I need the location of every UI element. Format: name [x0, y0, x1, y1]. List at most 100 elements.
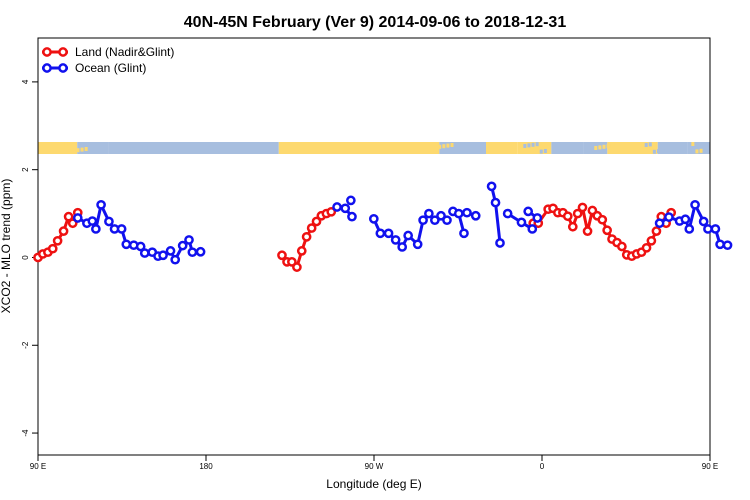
band-segment: [108, 142, 279, 154]
data-point: [383, 228, 394, 239]
data-point: [165, 246, 176, 256]
data-point: [187, 247, 198, 258]
data-point: [139, 248, 150, 258]
band-speckle: [539, 149, 543, 154]
data-point: [430, 215, 440, 226]
data-point: [502, 208, 513, 219]
band-speckle: [535, 142, 539, 147]
data-point: [462, 207, 472, 218]
chart-title: 40N-45N February (Ver 9) 2014-09-06 to 2…: [184, 14, 567, 31]
data-point: [684, 224, 695, 234]
band-speckle: [699, 148, 703, 153]
data-point: [577, 202, 588, 213]
data-point: [158, 250, 168, 261]
data-point: [375, 228, 386, 239]
band-speckle: [434, 145, 438, 150]
band-speckle: [543, 149, 547, 153]
land-ocean-band: [38, 142, 710, 154]
band-segment: [439, 142, 486, 154]
data-point: [177, 240, 188, 251]
data-point: [306, 223, 317, 233]
band-speckle: [84, 147, 88, 151]
data-point: [495, 238, 505, 248]
data-point: [690, 199, 700, 210]
x-tick-label: 90 E: [30, 462, 46, 471]
band-speckle: [602, 144, 606, 149]
data-point: [641, 242, 652, 253]
band-speckle: [598, 145, 602, 150]
legend-marker: [42, 63, 52, 73]
band-speckle: [68, 149, 72, 154]
band-speckle: [76, 148, 80, 153]
data-point: [47, 243, 58, 254]
data-point: [698, 216, 709, 227]
data-point: [403, 230, 414, 241]
data-point: [617, 241, 627, 252]
legend-marker: [42, 47, 52, 57]
data-point: [562, 211, 573, 222]
x-tick-label: 0: [540, 462, 545, 471]
data-point: [116, 224, 127, 234]
data-point: [58, 226, 69, 236]
band-speckle: [438, 144, 442, 149]
band-speckle: [446, 143, 450, 148]
data-point: [301, 231, 312, 242]
data-point: [490, 197, 501, 208]
data-point: [121, 239, 132, 250]
band-speckle: [131, 147, 135, 152]
data-point: [453, 208, 464, 219]
data-point: [680, 214, 691, 225]
x-axis-label: Longitude (deg E): [326, 477, 421, 491]
data-point: [442, 215, 452, 226]
legend-label: Ocean (Glint): [75, 61, 146, 75]
band-speckle: [523, 144, 527, 148]
data-point: [87, 216, 98, 226]
band-speckle: [127, 148, 131, 152]
band-speckle: [450, 143, 454, 147]
data-point: [91, 224, 101, 234]
data-point: [195, 246, 206, 257]
data-point: [418, 215, 428, 226]
data-point: [340, 203, 351, 214]
x-tick-label: 90 W: [365, 462, 384, 471]
data-point: [184, 235, 194, 245]
data-point: [486, 181, 497, 192]
data-point: [96, 199, 106, 210]
band-speckle: [610, 143, 614, 148]
x-tick-label: 90 E: [702, 462, 718, 471]
band-speckle: [135, 146, 139, 151]
y-tick-label: 0: [21, 255, 30, 260]
band-speckle: [430, 146, 433, 150]
data-point: [296, 246, 307, 256]
data-point: [597, 214, 608, 225]
x-tick-label: 180: [199, 462, 213, 471]
band-speckle: [665, 148, 669, 152]
data-point: [277, 250, 287, 261]
data-point: [424, 208, 434, 219]
data-point: [390, 235, 401, 245]
data-point: [63, 211, 74, 222]
band-speckle: [80, 147, 84, 152]
band-speckle: [695, 149, 699, 154]
band-segment: [486, 142, 518, 154]
data-point: [52, 235, 63, 246]
data-point: [523, 206, 534, 217]
data-point: [72, 213, 83, 223]
series-line: [490, 186, 502, 244]
legend-marker: [58, 63, 68, 73]
data-point: [311, 216, 322, 227]
data-point: [170, 254, 181, 265]
data-point: [572, 208, 583, 219]
data-point: [292, 262, 302, 272]
data-point: [703, 224, 713, 234]
band-segment: [551, 142, 584, 154]
band-speckle: [652, 149, 656, 154]
band-speckle: [139, 146, 143, 151]
data-point: [722, 240, 733, 251]
data-point: [470, 210, 481, 221]
y-axis: -4 -2 0 2 4: [21, 79, 38, 437]
data-point: [651, 226, 662, 236]
data-point: [715, 239, 725, 250]
data-point: [664, 212, 674, 222]
